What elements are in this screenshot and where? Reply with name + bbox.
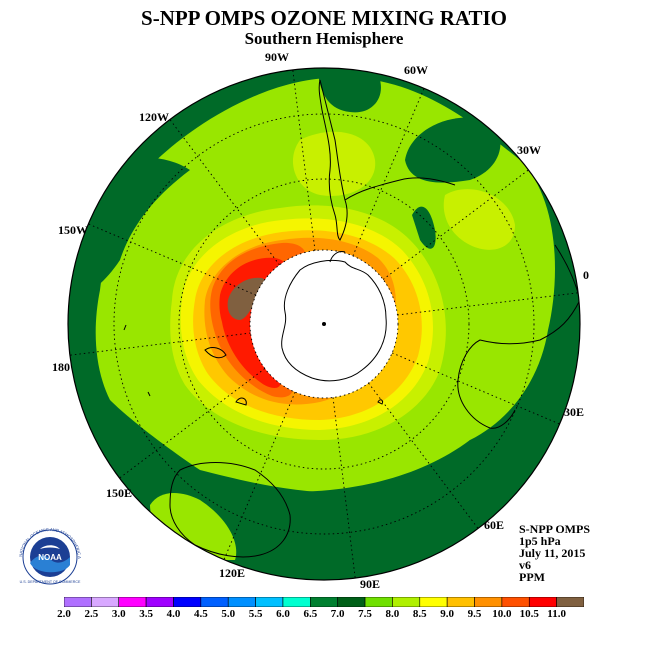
lon-label-60e: 60E — [484, 518, 505, 532]
colorbar-tick-label: 9.0 — [440, 608, 455, 620]
meridian-line — [368, 382, 479, 529]
lon-label-120w: 120W — [139, 110, 169, 124]
meridian-line — [382, 169, 529, 280]
colorbar-swatch — [282, 597, 311, 607]
colorbar-swatch — [501, 597, 530, 607]
antarctica-coast — [281, 259, 387, 382]
colorbar-tick-label: 5.0 — [221, 608, 236, 620]
colorbar-swatch — [364, 597, 393, 607]
colorbar-swatch — [227, 597, 256, 607]
colorbar-tick-label: 3.5 — [139, 608, 153, 620]
colorbar-tick-label: 4.0 — [166, 608, 181, 620]
south-pole-marker — [322, 322, 326, 326]
madagascar-coast — [564, 427, 573, 439]
lon-label-150w: 150W — [58, 223, 88, 237]
noaa-logo-text: NOAA — [38, 553, 62, 562]
meridian-line — [352, 88, 425, 257]
colorbar-tick-label: 3.0 — [111, 608, 126, 620]
colorbar-swatch — [419, 597, 448, 607]
info-instrument: S-NPP OMPS — [519, 522, 590, 536]
colorbar-tick-label: 7.0 — [330, 608, 345, 620]
meridian-line — [332, 397, 356, 579]
lon-label-120e: 120E — [219, 566, 246, 580]
colorbar-swatch — [337, 597, 366, 607]
colorbar-swatch — [392, 597, 421, 607]
noaa-bottom-text: U.S. DEPARTMENT OF COMMERCE — [20, 580, 81, 584]
colorbar-tick-label: 2.0 — [57, 608, 71, 620]
meridian-line — [223, 391, 296, 560]
meridian-line — [397, 292, 579, 316]
latitude-circles — [113, 113, 535, 535]
colorbar — [64, 597, 584, 607]
map-fill-dark-green-n — [318, 68, 381, 113]
lon-label-60w: 60W — [404, 63, 428, 77]
colorbar-swatch — [64, 597, 92, 607]
info-units: PPM — [519, 570, 545, 584]
info-level: 1p5 hPa — [519, 534, 561, 548]
colorbar-tick-label: 6.0 — [276, 608, 290, 620]
info-block: S-NPP OMPS 1p5 hPa July 11, 2015 v6 PPM — [519, 523, 590, 583]
colorbar-swatch — [528, 597, 557, 607]
australia-coast — [169, 462, 291, 558]
colorbar-tick-label: 5.5 — [248, 608, 263, 620]
meridian-line — [119, 368, 266, 479]
colorbar-tick-label: 6.5 — [303, 608, 318, 620]
meridian-line — [292, 69, 316, 251]
lon-label-180: 180 — [52, 360, 70, 374]
map-fill-yellow-green-n — [292, 131, 376, 196]
lon-label-0: 0 — [583, 268, 589, 282]
map-fill-dark-green-ne — [405, 117, 501, 183]
map-fill-yellow-green-ne — [443, 189, 515, 250]
colorbar-swatch — [474, 597, 503, 607]
meridian-line — [88, 223, 257, 296]
colorbar-swatch — [91, 597, 120, 607]
map-border — [67, 67, 581, 581]
colorbar-tick-label: 10.5 — [519, 608, 539, 620]
noaa-logo: NATIONAL OCEANIC AND ATMOSPHERIC ADMINIS… — [14, 523, 82, 585]
colorbar-swatch — [556, 597, 584, 607]
new-zealand-coast — [204, 347, 227, 359]
colorbar-tick-label: 11.0 — [547, 608, 566, 620]
colorbar-tick-label: 7.5 — [358, 608, 372, 620]
colorbar-swatch — [173, 597, 202, 607]
colorbar-tick-label: 9.5 — [467, 608, 482, 620]
colorbar-tick-label: 4.5 — [193, 608, 208, 620]
colorbar-tick-label: 10.0 — [492, 608, 512, 620]
colorbar-swatch — [255, 597, 284, 607]
meridian-line — [69, 332, 251, 356]
info-version: v6 — [519, 558, 531, 572]
colorbar-tick-label: 8.0 — [385, 608, 400, 620]
meridian-lines — [69, 69, 579, 579]
info-date: July 11, 2015 — [519, 546, 586, 560]
colorbar-swatch — [200, 597, 229, 607]
map-fill-brown — [227, 277, 267, 320]
lon-label-30e: 30E — [564, 405, 585, 419]
lon-label-90w: 90W — [265, 50, 289, 64]
colorbar-tick-label: 8.5 — [412, 608, 427, 620]
south-america-coast — [318, 79, 348, 241]
colorbar-swatch — [118, 597, 147, 607]
map-title: S-NPP OMPS OZONE MIXING RATIO — [141, 6, 507, 30]
map-fill-dark-green-e — [412, 206, 436, 249]
colorbar-swatch — [310, 597, 338, 607]
colorbar-tick-label: 2.5 — [84, 608, 99, 620]
lon-label-150e: 150E — [106, 486, 133, 500]
lon-label-30w: 30W — [517, 143, 541, 157]
meridian-line — [169, 119, 280, 266]
colorbar-swatch — [145, 597, 174, 607]
map-subtitle: Southern Hemisphere — [244, 29, 404, 48]
lon-label-90e: 90E — [360, 577, 381, 591]
colorbar-swatch — [446, 597, 475, 607]
meridian-line — [391, 352, 560, 425]
